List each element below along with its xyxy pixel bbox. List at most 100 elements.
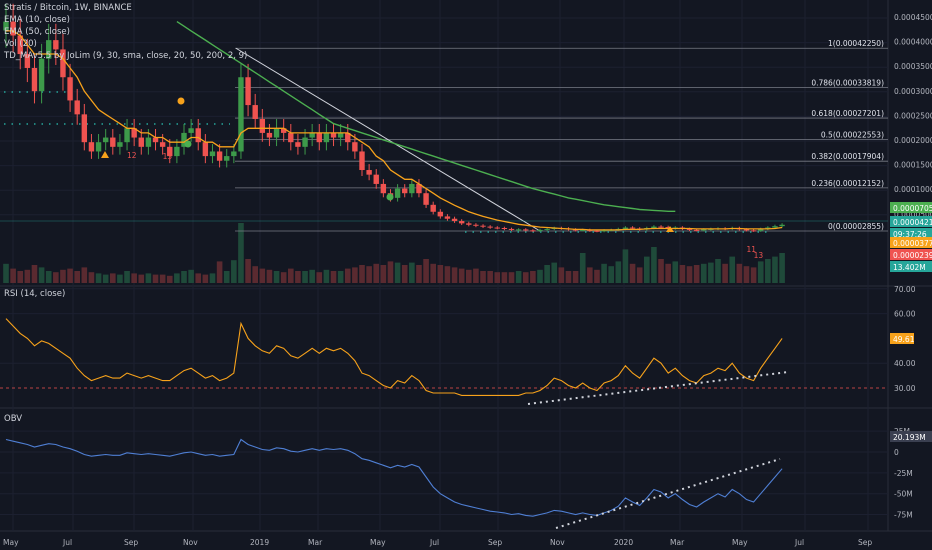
candle-body bbox=[74, 100, 80, 115]
volume-bar bbox=[238, 223, 244, 283]
time-tick-label: Sep bbox=[858, 538, 872, 547]
price-tag bbox=[890, 237, 932, 248]
volume-bar bbox=[88, 272, 95, 283]
price-tag-label: 0.00007057 bbox=[893, 204, 932, 213]
price-tick-label: 0.00035000 bbox=[894, 62, 932, 71]
volume-bar bbox=[565, 271, 572, 283]
volume-bar bbox=[750, 267, 757, 283]
candle-body bbox=[316, 132, 322, 143]
ema50-line bbox=[176, 21, 676, 213]
time-tick-label: Sep bbox=[488, 538, 502, 547]
volume-bar bbox=[273, 271, 280, 283]
trend-line bbox=[235, 47, 541, 232]
candle-body bbox=[359, 151, 365, 171]
candle-body bbox=[601, 230, 607, 232]
candle-body bbox=[259, 118, 266, 133]
volume-bar bbox=[530, 271, 536, 283]
candle-body bbox=[252, 105, 258, 119]
price-tick-label: 0.00040000 bbox=[894, 38, 932, 47]
price-tick-label: 0.00005000 bbox=[894, 210, 932, 219]
candle-body bbox=[337, 132, 344, 138]
price-tag bbox=[890, 261, 932, 272]
candle-body bbox=[665, 227, 671, 229]
volume-bar bbox=[74, 271, 80, 283]
volume-bar bbox=[67, 268, 73, 283]
td-signal-dot bbox=[184, 140, 192, 148]
volume-bar bbox=[223, 271, 230, 283]
candle-body bbox=[515, 229, 522, 231]
volume-bar bbox=[430, 263, 436, 283]
volume-bar bbox=[672, 261, 679, 283]
candle-body bbox=[409, 183, 415, 194]
price-tag-label: 13.402M bbox=[893, 263, 926, 272]
volume-bar bbox=[266, 269, 273, 283]
candle-body bbox=[658, 226, 664, 228]
candle-body bbox=[167, 146, 173, 157]
candle-body bbox=[544, 228, 550, 230]
fib-level-label: 1(0.00042250) bbox=[828, 39, 884, 48]
candle-body bbox=[3, 21, 9, 31]
candle-body bbox=[380, 183, 387, 194]
candle-body bbox=[60, 49, 66, 78]
candle-body bbox=[309, 132, 315, 138]
volume-bar bbox=[145, 273, 152, 283]
time-tick-label: Sep bbox=[124, 538, 138, 547]
obv-tick-label: -50M bbox=[894, 490, 913, 499]
volume-bar bbox=[629, 263, 636, 283]
rsi-tick-label: 30.00 bbox=[894, 384, 916, 393]
candle-body bbox=[152, 137, 159, 143]
volume-bar bbox=[715, 259, 721, 283]
candle-body bbox=[266, 132, 273, 138]
candle-body bbox=[523, 229, 529, 231]
rsi-tick-label: 60.00 bbox=[894, 310, 916, 319]
candle-body bbox=[352, 142, 358, 152]
volume-bar bbox=[686, 266, 693, 283]
volume-bar bbox=[622, 249, 629, 283]
volume-bar bbox=[316, 272, 323, 283]
td-sequence-mark: 13 bbox=[163, 152, 173, 161]
volume-bar bbox=[24, 269, 31, 283]
volume-bar bbox=[195, 273, 202, 283]
volume-bar bbox=[423, 259, 429, 283]
candle-body bbox=[701, 229, 707, 231]
volume-bar bbox=[245, 259, 251, 283]
candle-body bbox=[238, 77, 244, 152]
candle-body bbox=[394, 188, 401, 198]
time-tick-label: Nov bbox=[183, 538, 198, 547]
price-tick-label: 0.00015000 bbox=[894, 161, 932, 170]
candle-body bbox=[501, 228, 508, 230]
volume-bar bbox=[366, 266, 372, 283]
volume-bar bbox=[53, 272, 59, 283]
candle-body bbox=[693, 229, 700, 231]
candle-body bbox=[580, 229, 586, 231]
rsi-value-tag bbox=[890, 333, 914, 344]
obv-tick-label: 0 bbox=[894, 448, 899, 457]
volume-bar bbox=[166, 275, 173, 283]
fib-level-label: 0.786(0.00033819) bbox=[811, 78, 884, 87]
time-tick-label: Jul bbox=[62, 538, 72, 547]
fib-level-label: 0.618(0.00027201) bbox=[811, 109, 884, 118]
rsi-trend-line bbox=[527, 371, 789, 405]
candle-body bbox=[88, 142, 95, 152]
candle-body bbox=[188, 128, 194, 133]
candle-body bbox=[124, 128, 130, 143]
volume-bar bbox=[252, 266, 258, 283]
volume-bar bbox=[373, 263, 380, 283]
time-tick-label: 2020 bbox=[614, 538, 633, 547]
volume-bar bbox=[102, 274, 109, 283]
volume-bar bbox=[579, 253, 586, 283]
candle-body bbox=[743, 229, 750, 231]
price-tick-label: 0.00025000 bbox=[894, 111, 932, 120]
td-sequence-mark: 12 bbox=[127, 151, 137, 160]
volume-bar bbox=[152, 274, 159, 283]
volume-bar bbox=[31, 265, 38, 283]
candle-body bbox=[195, 128, 201, 143]
volume-bar bbox=[494, 272, 501, 283]
fib-level-label: 0.236(0.00012152) bbox=[811, 179, 884, 188]
volume-bar bbox=[544, 265, 550, 283]
candle-body bbox=[758, 228, 764, 231]
candle-body bbox=[209, 151, 216, 157]
candle-body bbox=[24, 54, 31, 68]
volume-bar bbox=[10, 268, 16, 283]
